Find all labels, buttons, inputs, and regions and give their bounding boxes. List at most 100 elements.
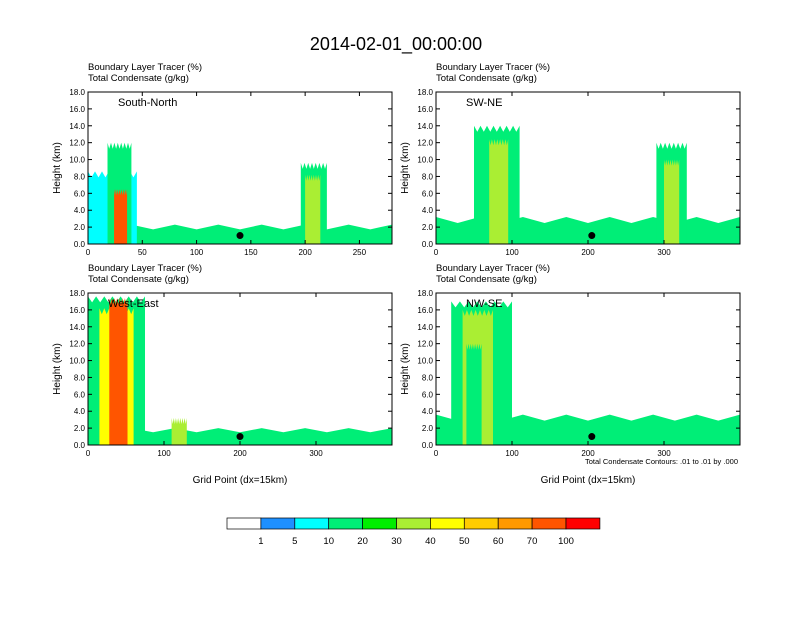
y-tick-label: 2.0 xyxy=(74,424,86,433)
y-tick-label: 14.0 xyxy=(69,122,85,131)
x-tick-label: 200 xyxy=(298,248,312,257)
panels: Boundary Layer Tracer (%)Total Condensat… xyxy=(52,62,741,486)
location-marker xyxy=(236,232,244,240)
tracer-region xyxy=(114,189,128,244)
panel-1: Boundary Layer Tracer (%)Total Condensat… xyxy=(52,62,393,257)
tracer-field xyxy=(88,142,392,244)
colorbar-swatch xyxy=(362,517,397,530)
tracer-region xyxy=(109,298,128,445)
x-tick-label: 200 xyxy=(233,449,247,458)
figure-title: 2014-02-01_00:00:00 xyxy=(310,34,482,55)
y-tick-label: 18.0 xyxy=(417,88,433,97)
y-tick-label: 16.0 xyxy=(417,306,433,315)
colorbar-label: 10 xyxy=(323,536,334,547)
y-tick-label: 0.0 xyxy=(74,441,86,450)
y-tick-label: 10.0 xyxy=(417,156,433,165)
panel-header-condensate: Total Condensate (g/kg) xyxy=(88,73,189,84)
y-tick-label: 2.0 xyxy=(422,223,434,232)
panel-header-tracer: Boundary Layer Tracer (%) xyxy=(436,62,550,73)
y-tick-label: 10.0 xyxy=(417,357,433,366)
y-tick-label: 10.0 xyxy=(69,357,85,366)
y-tick-label: 6.0 xyxy=(74,189,86,198)
y-tick-label: 18.0 xyxy=(69,88,85,97)
panel-3: Boundary Layer Tracer (%)Total Condensat… xyxy=(52,263,393,486)
y-axis-label: Height (km) xyxy=(52,142,63,194)
y-tick-label: 0.0 xyxy=(422,441,434,450)
y-tick-label: 14.0 xyxy=(417,323,433,332)
panel-label: NW-SE xyxy=(466,298,502,310)
panel-header-condensate: Total Condensate (g/kg) xyxy=(88,274,189,285)
colorbar-swatch xyxy=(226,517,262,530)
y-axis-label: Height (km) xyxy=(400,343,411,395)
tracer-region xyxy=(171,418,187,445)
y-tick-label: 4.0 xyxy=(74,407,86,416)
y-tick-label: 2.0 xyxy=(422,424,434,433)
panel-header-tracer: Boundary Layer Tracer (%) xyxy=(88,263,202,274)
colorbar-swatch xyxy=(531,517,567,530)
y-axis-label: Height (km) xyxy=(52,343,63,395)
y-tick-label: 16.0 xyxy=(417,105,433,114)
x-tick-label: 200 xyxy=(581,248,595,257)
y-tick-label: 6.0 xyxy=(74,390,86,399)
colorbar-swatch xyxy=(497,517,533,530)
y-tick-label: 14.0 xyxy=(69,323,85,332)
panel-label: SW-NE xyxy=(466,97,502,109)
x-tick-label: 0 xyxy=(434,248,439,257)
y-tick-label: 12.0 xyxy=(69,139,85,148)
colorbar-swatch xyxy=(260,517,296,530)
colorbar-label: 5 xyxy=(292,536,297,547)
colorbar-label: 100 xyxy=(558,536,574,547)
x-tick-label: 0 xyxy=(86,449,91,458)
tracer-field xyxy=(436,125,740,244)
plot-frame xyxy=(87,91,393,245)
y-tick-label: 0.0 xyxy=(422,240,434,249)
x-tick-label: 250 xyxy=(353,248,367,257)
location-marker xyxy=(588,232,596,240)
tracer-field xyxy=(436,301,740,445)
tracer-field xyxy=(88,296,392,445)
y-tick-label: 8.0 xyxy=(422,172,434,181)
colorbar-swatch xyxy=(396,517,431,530)
x-tick-label: 100 xyxy=(190,248,204,257)
y-tick-label: 10.0 xyxy=(69,156,85,165)
panel-header-condensate: Total Condensate (g/kg) xyxy=(436,73,537,84)
panel-label: West-East xyxy=(108,298,159,310)
colorbar-label: 1 xyxy=(258,536,263,547)
colorbar-label: 70 xyxy=(527,536,538,547)
y-tick-label: 14.0 xyxy=(417,122,433,131)
tracer-region xyxy=(305,174,321,244)
y-tick-label: 16.0 xyxy=(69,306,85,315)
y-tick-label: 12.0 xyxy=(417,340,433,349)
tracer-region xyxy=(466,343,482,445)
panel-label: South-North xyxy=(118,97,177,109)
tracer-region xyxy=(489,139,509,244)
y-tick-label: 4.0 xyxy=(422,206,434,215)
location-marker xyxy=(236,433,244,441)
colorbar-swatch xyxy=(430,517,465,530)
y-tick-label: 12.0 xyxy=(417,139,433,148)
colorbar-label: 20 xyxy=(357,536,368,547)
x-axis-label: Grid Point (dx=15km) xyxy=(541,475,636,486)
location-marker xyxy=(588,433,596,441)
x-tick-label: 0 xyxy=(86,248,91,257)
y-tick-label: 16.0 xyxy=(69,105,85,114)
y-tick-label: 2.0 xyxy=(74,223,86,232)
y-tick-label: 4.0 xyxy=(422,407,434,416)
x-tick-label: 100 xyxy=(157,449,171,458)
colorbar-label: 60 xyxy=(493,536,504,547)
panel-4: Boundary Layer Tracer (%)Total Condensat… xyxy=(400,263,741,486)
colorbar-label: 40 xyxy=(425,536,436,547)
y-tick-label: 4.0 xyxy=(74,206,86,215)
y-tick-label: 8.0 xyxy=(74,172,86,181)
contour-note: Total Condensate Contours: .01 to .01 by… xyxy=(585,457,738,466)
colorbar-swatch xyxy=(294,517,330,530)
x-tick-label: 150 xyxy=(244,248,258,257)
x-tick-label: 300 xyxy=(657,449,671,458)
x-tick-label: 50 xyxy=(138,248,147,257)
y-tick-label: 18.0 xyxy=(417,289,433,298)
y-tick-label: 8.0 xyxy=(74,373,86,382)
colorbar-label: 30 xyxy=(391,536,402,547)
panel-header-tracer: Boundary Layer Tracer (%) xyxy=(88,62,202,73)
x-tick-label: 0 xyxy=(434,449,439,458)
y-tick-label: 6.0 xyxy=(422,189,434,198)
